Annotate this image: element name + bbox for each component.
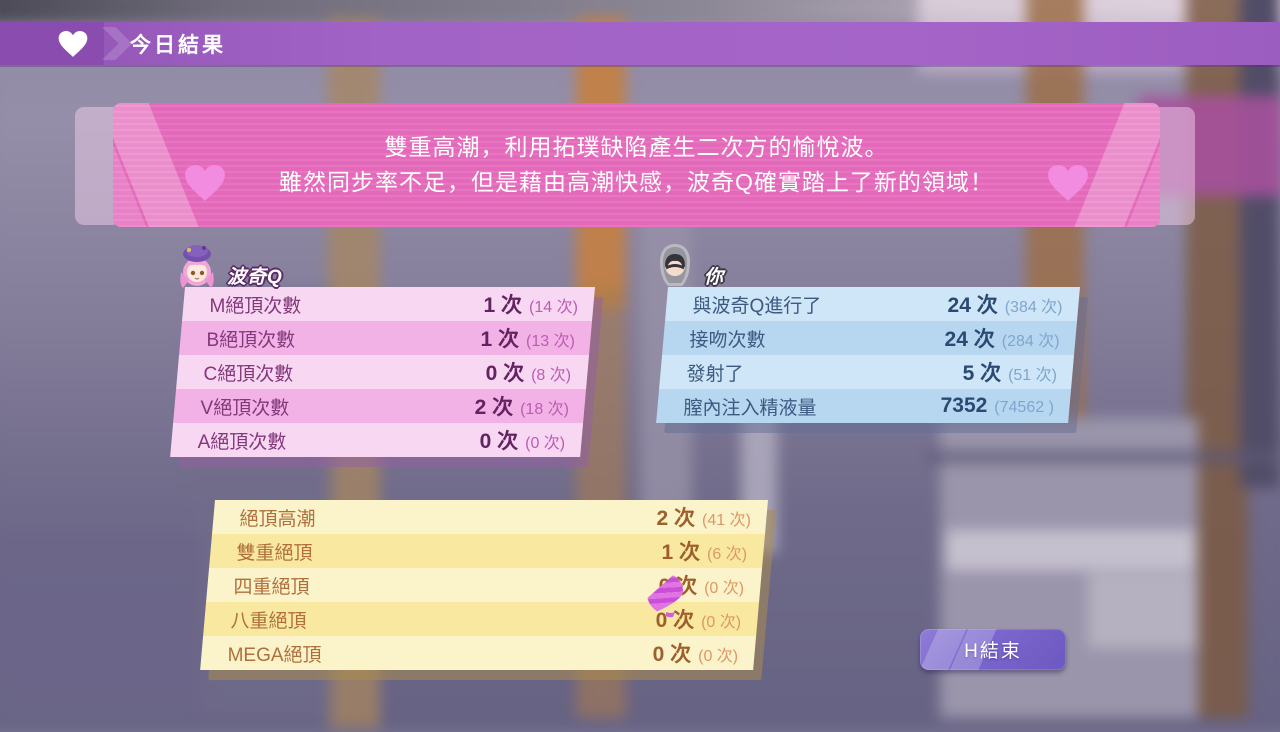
title-bar-left-segment	[0, 22, 104, 65]
title-bar: 今日結果	[0, 22, 1280, 65]
result-banner: 雙重高潮，利用拓璞缺陷產生二次方的愉悅波。 雖然同步率不足，但是藉由高潮快感，波…	[75, 103, 1195, 227]
heart-icon	[185, 165, 225, 206]
table-row: 與波奇Q進行了 24 次 (384 次)	[665, 287, 1080, 321]
partner-avatar	[177, 242, 217, 293]
player-header: 你	[656, 242, 724, 293]
page-title: 今日結果	[130, 33, 226, 57]
banner-line-1: 雙重高潮，利用拓璞缺陷產生二次方的愉悅波。	[384, 134, 889, 160]
h-end-button[interactable]: H結束	[920, 629, 1066, 670]
table-row: 發射了 5 次 (51 次)	[659, 355, 1075, 389]
partner-name: 波奇Q	[227, 267, 283, 288]
player-name: 你	[704, 267, 725, 288]
banner-text: 雙重高潮，利用拓璞缺陷產生二次方的愉悅波。 雖然同步率不足，但是藉由高潮快感，波…	[113, 103, 1160, 227]
heart-icon	[1048, 165, 1088, 206]
player-avatar	[656, 242, 694, 293]
table-row: C絕頂次數 0 次 (8 次)	[176, 355, 590, 389]
table-row: B絕頂次數 1 次 (13 次)	[179, 321, 593, 355]
table-row: MEGA絕頂 0 次 (0 次)	[200, 636, 757, 670]
banner-body: 雙重高潮，利用拓璞缺陷產生二次方的愉悅波。 雖然同步率不足，但是藉由高潮快感，波…	[113, 103, 1160, 227]
table-row: V絕頂次數 2 次 (18 次)	[173, 389, 587, 423]
table-row: 接吻次數 24 次 (284 次)	[662, 321, 1078, 355]
table-row: 膣內注入精液量 7352 (74562 )	[656, 389, 1072, 423]
table-row: 雙重絕頂 1 次 (6 次)	[209, 534, 766, 568]
heart-icon	[58, 31, 88, 62]
table-row: A絕頂次數 0 次 (0 次)	[170, 423, 584, 457]
banner-line-2: 雖然同步率不足，但是藉由高潮快感，波奇Q確實踏上了新的領域！	[279, 169, 994, 195]
partner-stats-table: M絕頂次數 1 次 (14 次) B絕頂次數 1 次 (13 次) C絕頂次數 0 …	[170, 287, 595, 457]
player-stats-table: 與波奇Q進行了 24 次 (384 次) 接吻次數 24 次 (284 次) 發射了…	[656, 287, 1080, 423]
pointer-cursor-icon	[644, 573, 690, 624]
h-end-button-label: H結束	[964, 641, 1022, 662]
table-row: 絕頂高潮 2 次 (41 次)	[212, 500, 768, 534]
chevron-right-icon	[102, 27, 132, 60]
partner-header: 波奇Q	[177, 242, 283, 293]
